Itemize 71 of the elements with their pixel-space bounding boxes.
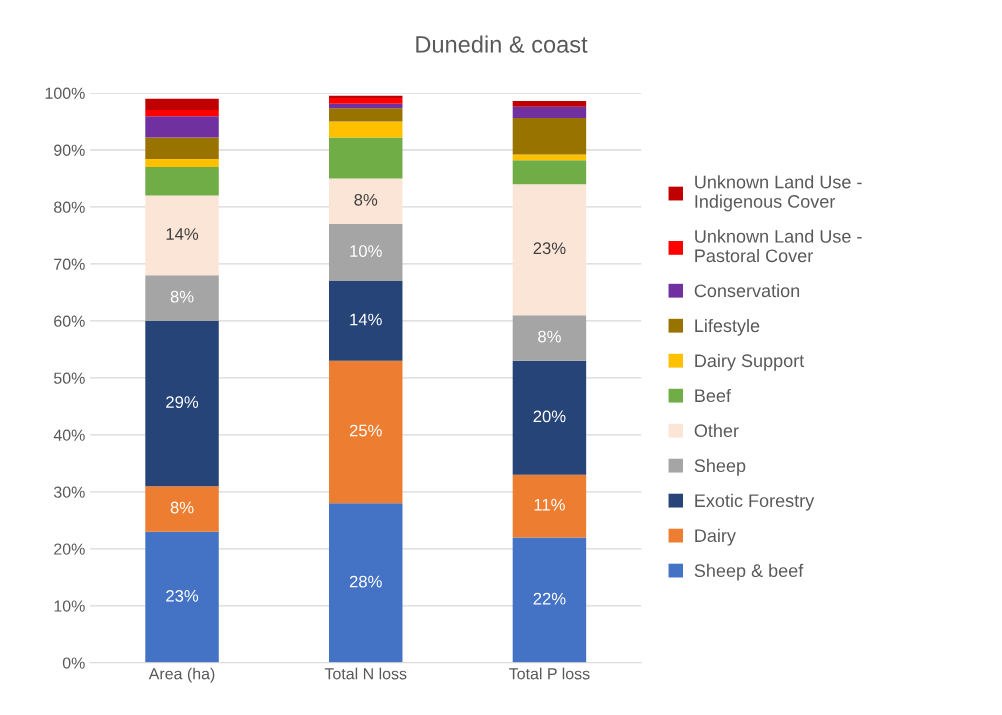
bar (328, 121, 403, 138)
legend-label: Sheep & beef (694, 563, 804, 581)
bar (328, 137, 403, 179)
legend-label: Conservation (694, 283, 800, 298)
y-tick-label: 90% (54, 144, 85, 156)
bar (145, 159, 219, 168)
data-label: 8% (170, 290, 194, 303)
bar (145, 531, 219, 663)
data-label: 20% (533, 410, 566, 423)
data-label: 14% (166, 228, 199, 240)
y-tick-label: 20% (54, 543, 85, 555)
bar (512, 100, 587, 107)
bar (512, 184, 587, 316)
data-label: 29% (166, 396, 199, 408)
bar (145, 116, 219, 138)
data-label: 10% (350, 245, 382, 257)
legend-label: Unknown Land Use - Indigenous Cover (695, 175, 862, 212)
data-label: 8% (354, 193, 378, 206)
data-label: 8% (538, 330, 561, 343)
data-label: 25% (349, 424, 382, 437)
chart-title: Dunedin & coast (416, 35, 588, 53)
bar (328, 178, 403, 225)
bar (512, 154, 587, 161)
data-label: 14% (350, 313, 382, 326)
x-tick-label: Area (ha) (148, 667, 215, 683)
legend-label: Dairy Support (695, 353, 805, 371)
legend-label: Unknown Land Use - Pastoral Cover (695, 229, 862, 263)
bar (145, 110, 219, 117)
y-tick-label: 80% (54, 201, 85, 213)
legend-label: Sheep (694, 458, 746, 476)
y-tick-label: 30% (53, 486, 85, 498)
y-tick-label: 0% (62, 657, 85, 669)
bar (512, 118, 587, 155)
bar (145, 98, 219, 111)
x-tick-label: Total P loss (509, 667, 590, 680)
bar (512, 360, 587, 475)
legend-label: Exotic Forestry (695, 493, 815, 511)
bar (328, 503, 403, 663)
y-tick-label: 70% (54, 258, 85, 270)
y-tick-label: 10% (54, 600, 85, 612)
y-tick-label: 50% (53, 372, 85, 384)
legend-label: Dairy (695, 528, 736, 546)
bar (328, 281, 403, 361)
bar (145, 486, 219, 532)
y-tick-label: 40% (53, 429, 85, 441)
legend-label: Other (694, 423, 739, 438)
bar (512, 315, 587, 361)
bar (512, 537, 587, 663)
bar (512, 160, 587, 185)
data-label: 11% (534, 498, 565, 511)
legend-label: Lifestyle (695, 318, 760, 336)
legend-label: Beef (695, 388, 731, 403)
bar (328, 224, 403, 281)
data-label: 28% (349, 575, 382, 588)
bar (328, 108, 403, 122)
data-label: 23% (533, 242, 566, 255)
y-tick-label: 100% (45, 87, 85, 99)
y-tick-label: 60% (54, 315, 85, 327)
bar (145, 137, 219, 160)
data-label: 8% (170, 501, 194, 514)
bar (145, 275, 219, 321)
bar (328, 98, 403, 104)
bar (145, 195, 219, 276)
x-tick-label: Total N loss (324, 667, 407, 680)
bar (328, 360, 403, 504)
data-label: 23% (166, 589, 199, 602)
bar (145, 167, 219, 196)
bar (512, 106, 587, 119)
data-label: 22% (533, 592, 566, 605)
bar (512, 474, 587, 538)
bar (145, 320, 219, 487)
